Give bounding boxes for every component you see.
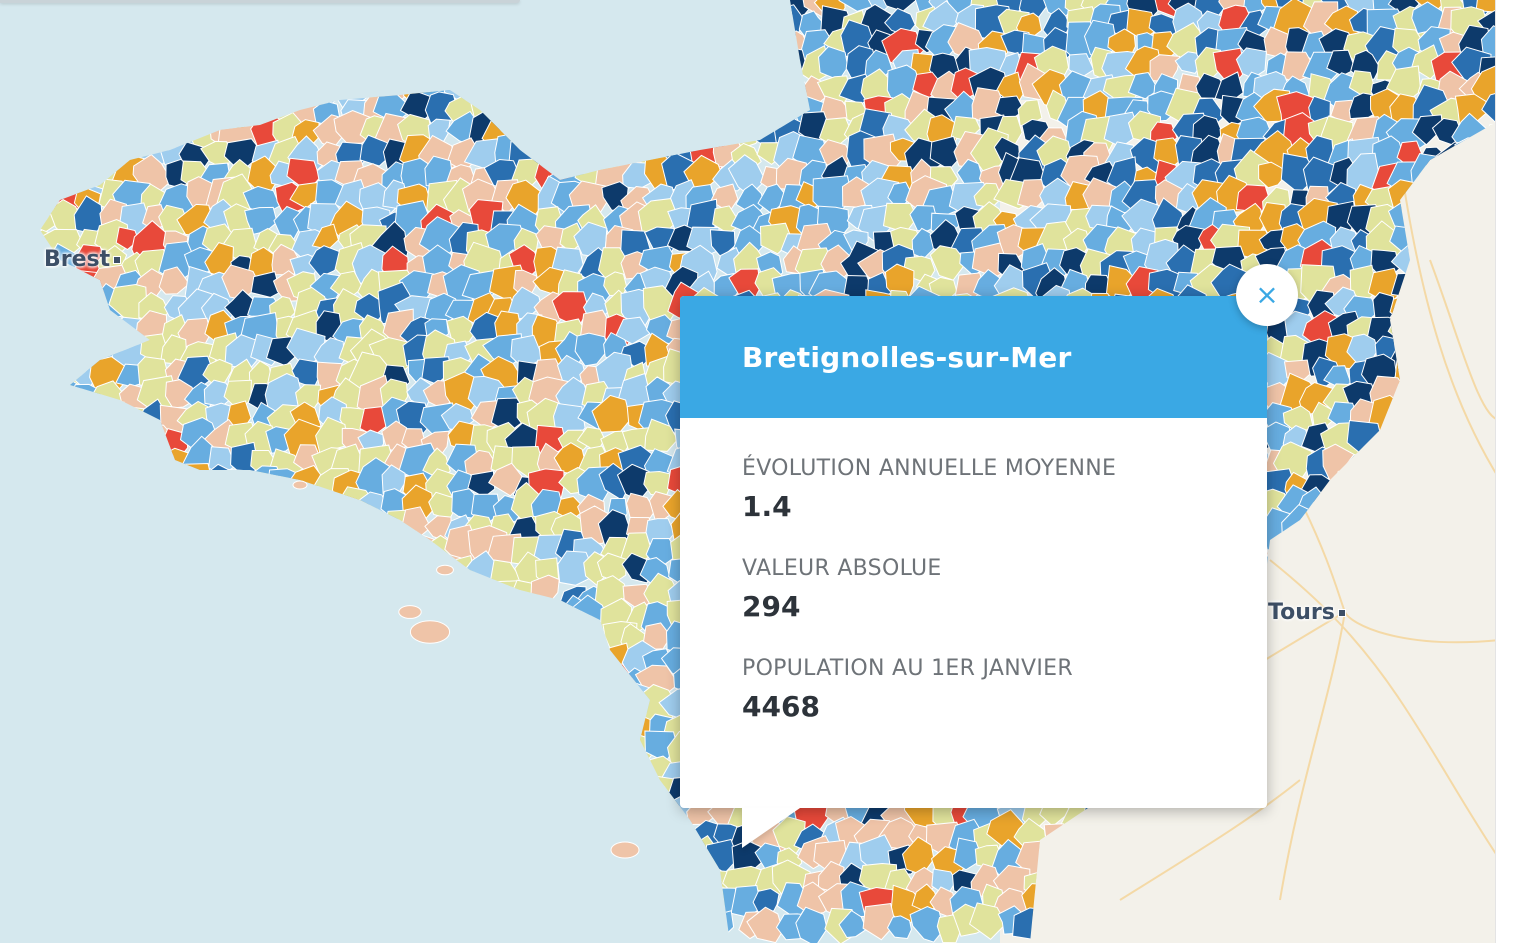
road	[1279, 611, 1346, 901]
city-name: Brest	[44, 247, 111, 272]
island	[398, 605, 422, 619]
commune-polygon[interactable]	[1411, 114, 1444, 146]
commune-polygon[interactable]	[838, 0, 876, 12]
field-label: POPULATION AU 1ER JANVIER	[742, 656, 1073, 681]
road-network	[1099, 159, 1501, 901]
city-name: Tours	[1268, 600, 1335, 625]
road	[1399, 159, 1501, 481]
road	[1119, 779, 1301, 901]
commune-polygon[interactable]	[1475, 0, 1514, 14]
popup-header: Bretignolles-sur-Mer	[680, 296, 1267, 418]
field-population: POPULATION AU 1ER JANVIER 4468	[742, 654, 1267, 728]
commune-polygon[interactable]	[158, 266, 190, 295]
field-label: ÉVOLUTION ANNUELLE MOYENNE	[742, 456, 1117, 481]
commune-polygon[interactable]	[644, 418, 679, 452]
field-value: 4468	[742, 690, 820, 723]
commune-polygon[interactable]	[615, 316, 651, 345]
close-icon: ×	[1255, 278, 1279, 311]
field-evolution: ÉVOLUTION ANNUELLE MOYENNE 1.4	[742, 454, 1267, 528]
commune-popup: Bretignolles-sur-Mer ÉVOLUTION ANNUELLE …	[680, 296, 1267, 848]
popup-title: Bretignolles-sur-Mer	[742, 340, 1072, 374]
close-button[interactable]: ×	[1236, 264, 1298, 326]
popup-body: ÉVOLUTION ANNUELLE MOYENNE 1.4 VALEUR AB…	[680, 418, 1267, 728]
commune-polygon[interactable]	[574, 332, 609, 367]
field-value: 1.4	[742, 490, 792, 523]
city-marker-icon	[113, 255, 122, 264]
page-edge	[1495, 0, 1536, 943]
popup-tip	[742, 808, 800, 848]
field-value: 294	[742, 590, 801, 623]
field-valeur-absolue: VALEUR ABSOLUE 294	[742, 554, 1267, 628]
commune-polygon[interactable]	[1258, 161, 1288, 189]
road	[1269, 559, 1501, 861]
city-marker-icon	[1337, 608, 1346, 617]
commune-polygon[interactable]	[250, 271, 281, 298]
island	[292, 480, 308, 490]
island	[409, 620, 451, 644]
commune-polygon[interactable]	[446, 315, 476, 346]
top-panel-edge	[0, 0, 520, 3]
field-label: VALEUR ABSOLUE	[742, 556, 942, 581]
island	[610, 841, 640, 859]
city-label-brest: Brest	[44, 247, 122, 272]
road	[1429, 259, 1501, 421]
city-label-tours: Tours	[1268, 600, 1346, 625]
island	[436, 564, 454, 576]
commune-polygon[interactable]	[1174, 51, 1203, 74]
